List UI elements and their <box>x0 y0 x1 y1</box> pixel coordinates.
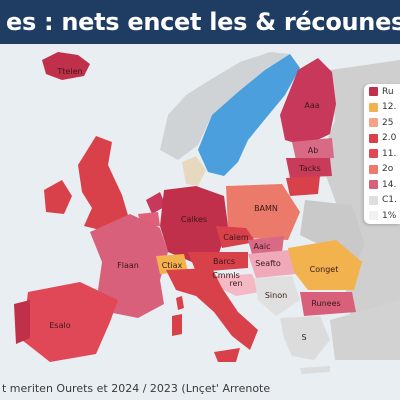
label-austria: Barcs <box>213 257 235 266</box>
legend-swatch <box>369 164 378 174</box>
label-croatia: ren <box>229 279 242 288</box>
legend-swatch <box>369 133 378 143</box>
label-iceland: Ttelen <box>56 67 82 76</box>
country-spain[interactable] <box>22 282 118 362</box>
legend-label: 12. <box>382 102 397 113</box>
legend-label: 14. <box>382 179 397 190</box>
country-slovakia[interactable] <box>248 236 284 254</box>
country-germany[interactable] <box>160 186 228 262</box>
legend-item: 25 <box>364 115 400 131</box>
country-iceland[interactable] <box>42 52 90 80</box>
country-turkey <box>330 300 400 360</box>
country-serbia[interactable] <box>254 276 300 316</box>
legend-label: 25 <box>382 117 394 128</box>
label-estonia: Ab <box>308 146 319 155</box>
legend-item: 2o <box>364 162 400 178</box>
country-greece[interactable] <box>280 316 330 360</box>
island-sardinia <box>172 314 182 336</box>
country-netherlands[interactable] <box>146 192 166 214</box>
legend-label: 2.0 <box>382 133 397 144</box>
country-norway[interactable] <box>160 52 290 160</box>
legend-swatch <box>369 87 378 97</box>
legend-label: C1. <box>382 195 397 206</box>
country-portugal[interactable] <box>14 300 30 344</box>
legend-swatch <box>369 102 378 112</box>
title-bar: es : nets encet les & récounes <box>0 0 400 44</box>
legend-item: 12. <box>364 100 400 116</box>
island-sicily <box>214 348 240 362</box>
country-austria[interactable] <box>188 252 248 272</box>
label-latvia: Tacks <box>298 164 321 173</box>
label-poland: BAMN <box>254 204 278 213</box>
country-lithuania[interactable] <box>286 176 320 196</box>
country-france[interactable] <box>90 214 168 318</box>
legend-item: 1% <box>364 208 400 224</box>
country-bulgaria[interactable] <box>300 292 356 316</box>
label-hungary: Seafto <box>255 259 281 268</box>
legend-swatch <box>369 149 378 159</box>
legend-swatch <box>369 180 378 190</box>
label-france: Flaan <box>117 261 139 270</box>
country-sweden[interactable] <box>198 54 300 176</box>
legend-label: 1% <box>382 210 397 221</box>
legend-item: 14. <box>364 177 400 193</box>
country-italy[interactable] <box>166 268 258 350</box>
label-serbia: Sinon <box>265 291 287 300</box>
country-czechia[interactable] <box>216 226 256 248</box>
label-greece: S <box>301 333 306 342</box>
country-ireland[interactable] <box>44 180 72 214</box>
island-corsica <box>176 296 184 310</box>
country-denmark[interactable] <box>182 156 206 186</box>
map-legend: Ru 12. 25 2.0 11. 2o 14. C1. 1% <box>364 84 400 224</box>
legend-item: 11. <box>364 146 400 162</box>
legend-swatch <box>369 211 378 221</box>
europe-map: Ttelen Aaa Ab Tacks BAMN Calkes Calem Fl… <box>0 44 400 376</box>
country-poland[interactable] <box>226 184 300 240</box>
country-hungary[interactable] <box>248 250 296 278</box>
legend-item: Ru <box>364 84 400 100</box>
country-estonia[interactable] <box>292 138 334 160</box>
legend-swatch <box>369 118 378 128</box>
legend-item: 2.0 <box>364 131 400 147</box>
legend-label: Ru <box>382 86 394 97</box>
country-latvia[interactable] <box>286 158 332 178</box>
label-finland: Aaa <box>304 101 319 110</box>
label-italy: Cmmls <box>212 271 240 280</box>
map-title: es : nets encet les & récounes <box>6 8 400 36</box>
legend-item: C1. <box>364 193 400 209</box>
map-footer-source: t meriten Ourets et 2024 / 2023 (Lnçet' … <box>2 381 271 395</box>
island-crete <box>300 366 330 374</box>
legend-swatch <box>369 195 378 205</box>
label-slovakia: Aaic <box>254 242 271 251</box>
country-uk[interactable] <box>78 136 130 232</box>
legend-label: 2o <box>382 164 394 175</box>
label-germany: Calkes <box>181 215 207 224</box>
label-bulgaria: Runees <box>311 299 340 308</box>
country-switzerland[interactable] <box>156 254 188 274</box>
label-switzerland: Ctiax <box>162 261 183 270</box>
country-romania[interactable] <box>288 240 362 290</box>
label-czechia: Calem <box>223 233 249 242</box>
legend-label: 11. <box>382 148 397 159</box>
country-croatia[interactable] <box>214 274 260 296</box>
country-ukraine <box>300 200 365 265</box>
label-romania: Conget <box>310 265 339 274</box>
label-spain: Esalo <box>49 321 70 330</box>
country-finland[interactable] <box>280 58 336 146</box>
